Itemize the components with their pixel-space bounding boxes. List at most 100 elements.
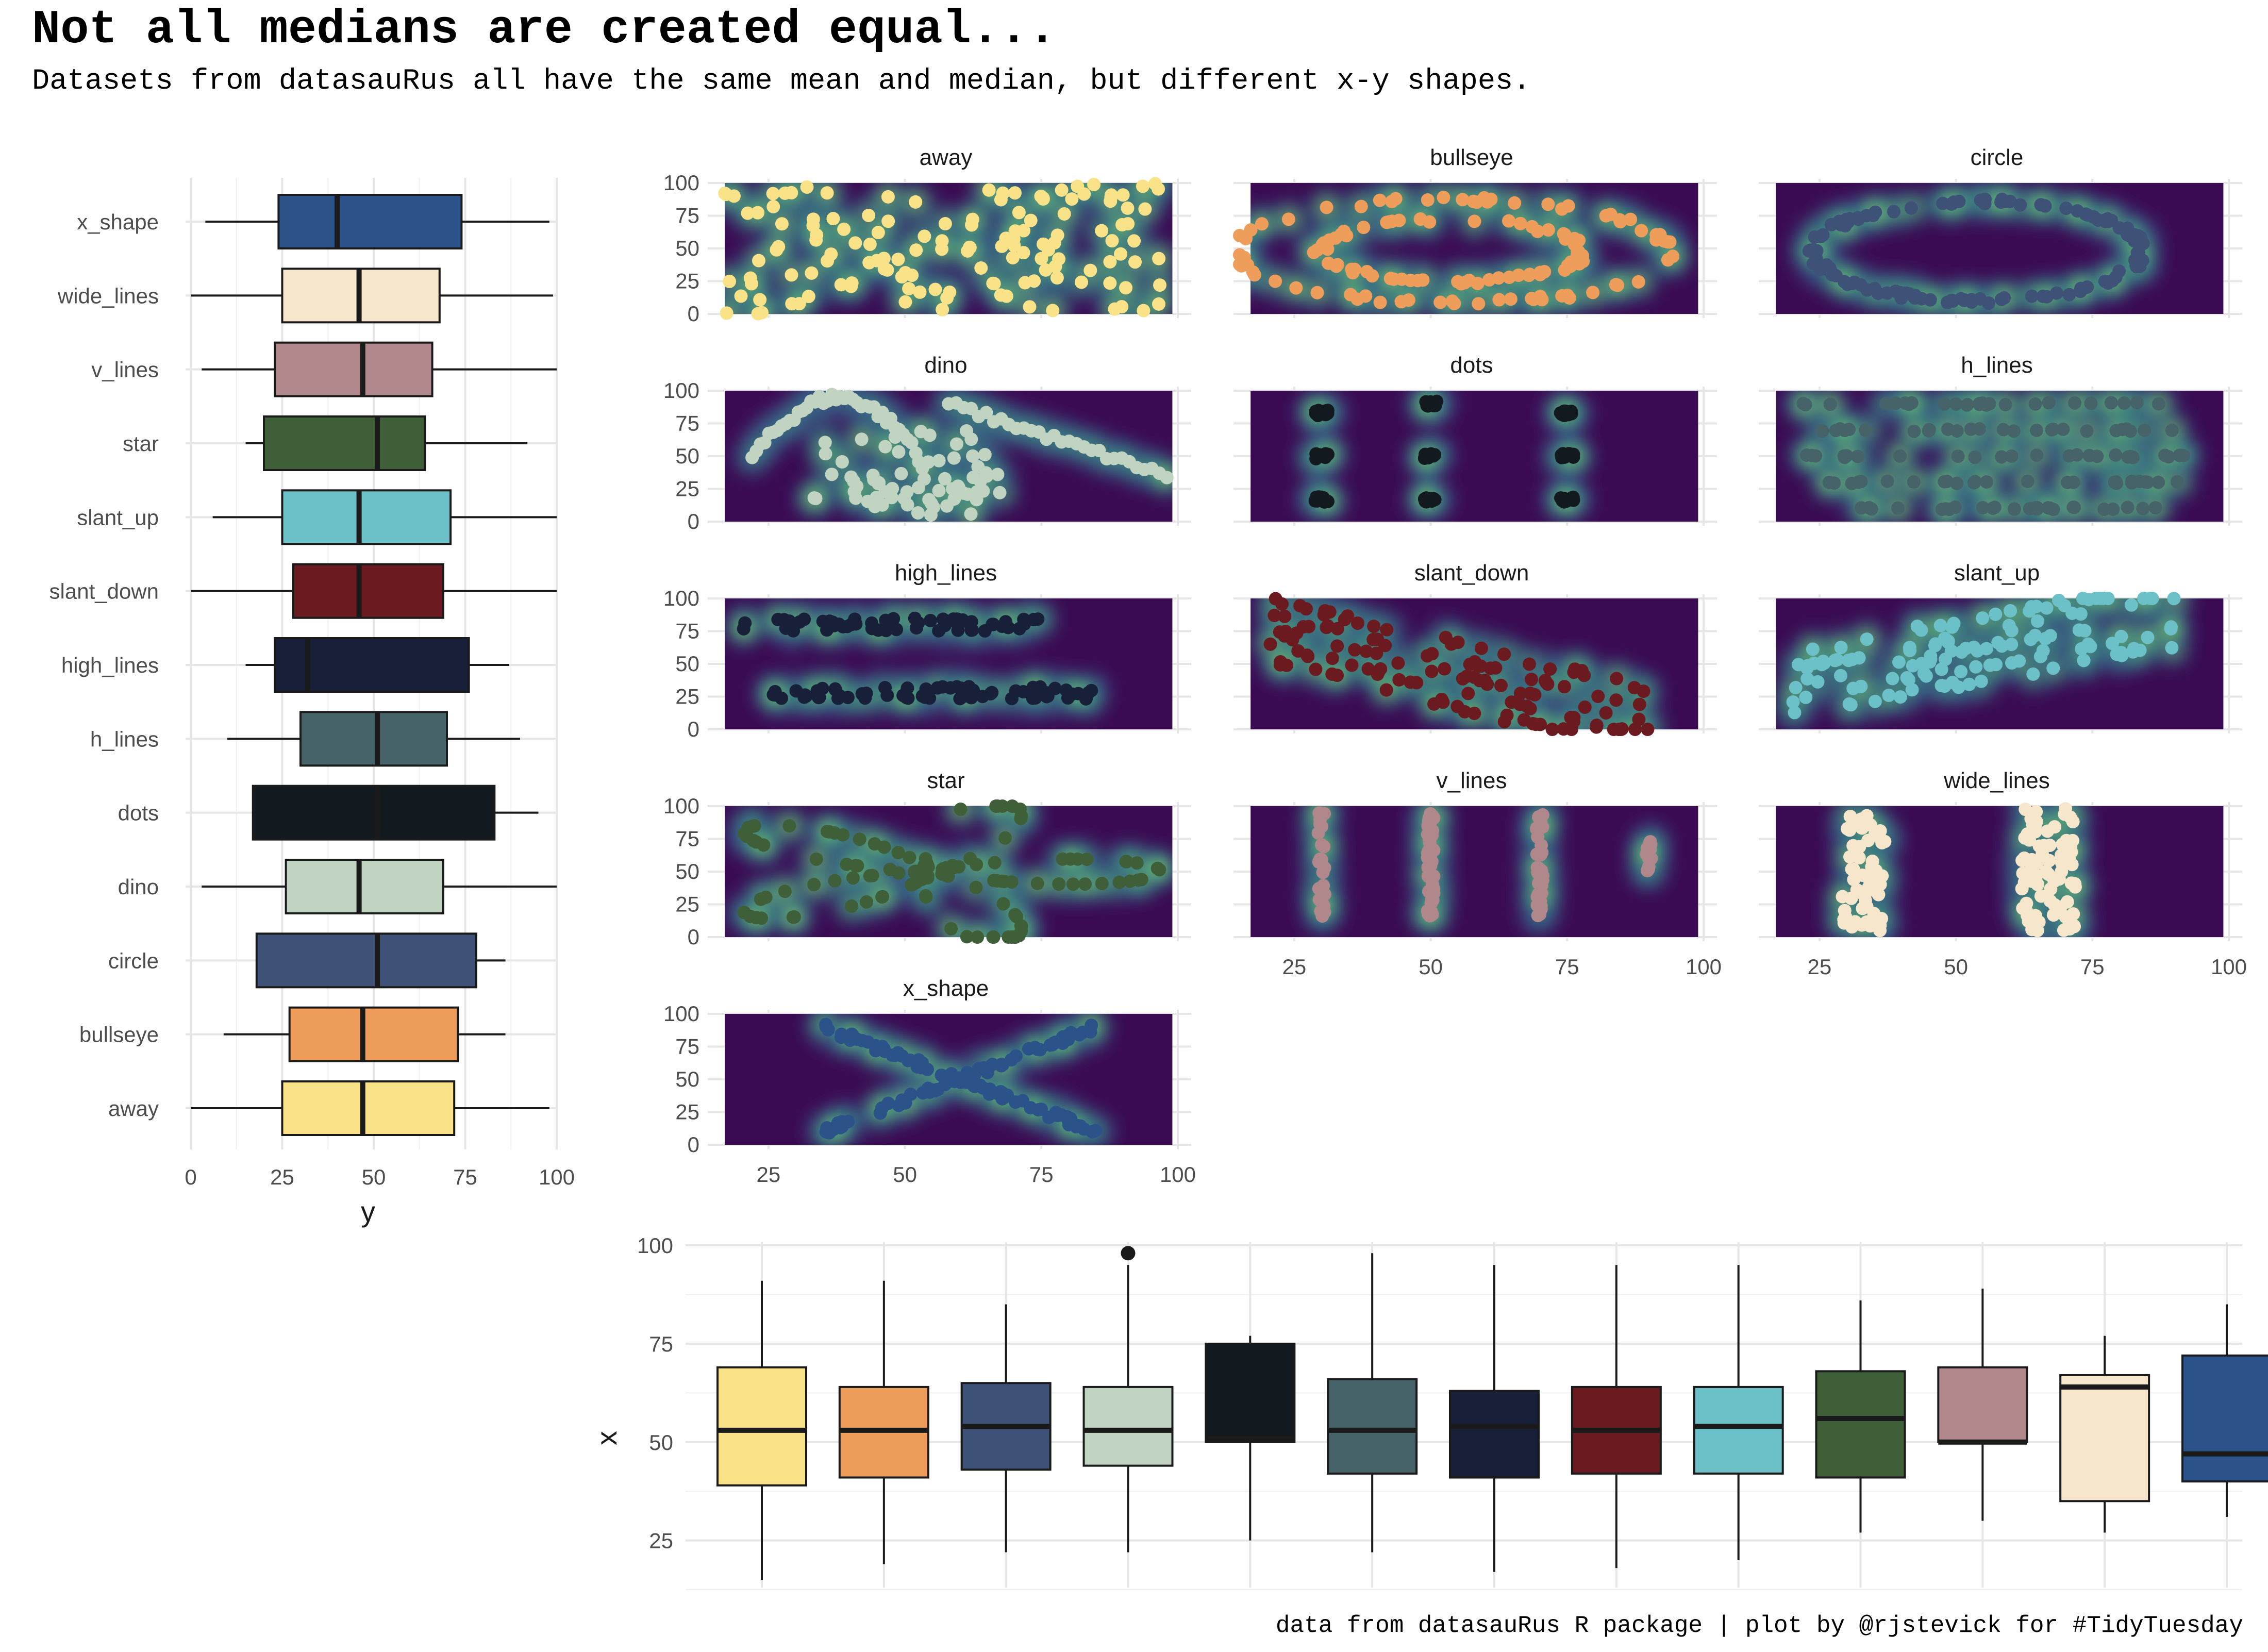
scatter-point — [819, 1017, 833, 1031]
scatter-point — [1566, 450, 1580, 464]
scatter-point — [2136, 502, 2150, 515]
scatter-point — [1586, 286, 1600, 299]
scatter-point — [1078, 877, 1092, 891]
scatter-point — [2067, 500, 2081, 514]
scatter-point — [847, 485, 861, 498]
x-tick-label: 25 — [757, 1162, 781, 1187]
scatter-point — [950, 680, 964, 694]
scatter-point — [1906, 659, 1920, 673]
x-tick-label: 25 — [1282, 955, 1307, 979]
scatter-point — [1009, 684, 1023, 698]
scatter-point — [1112, 875, 1126, 889]
scatter-point — [1023, 300, 1037, 314]
scatter-point — [885, 491, 898, 505]
box-x_shape — [277, 194, 463, 249]
scatter-point — [1945, 675, 1959, 689]
scatter-point — [1108, 302, 1122, 316]
scatter-point — [939, 861, 953, 875]
scatter-point — [2063, 922, 2077, 936]
scatter-point — [2078, 624, 2092, 638]
scatter-point — [1628, 723, 1642, 736]
scatter-point — [1994, 195, 2008, 209]
scatter-point — [1062, 1118, 1076, 1132]
scatter-point — [1008, 186, 1022, 200]
scatter-point — [881, 190, 895, 204]
scatter-point — [1635, 224, 1648, 238]
scatter-point — [2005, 638, 2019, 652]
scatter-point — [868, 837, 881, 851]
y-tick-label: star — [123, 431, 159, 456]
scatter-point — [1330, 639, 1344, 653]
y-tick-label: 50 — [675, 1067, 699, 1091]
scatter-point — [1845, 476, 1859, 490]
scatter-point — [897, 491, 911, 505]
scatter-point — [1357, 221, 1371, 235]
scatter-point — [1924, 652, 1938, 666]
scatter-point — [880, 688, 894, 702]
scatter-point — [1030, 1042, 1044, 1056]
scatter-point — [1269, 592, 1282, 606]
scatter-point — [2173, 448, 2187, 462]
scatter-point — [909, 243, 923, 257]
scatter-point — [1513, 216, 1527, 230]
scatter-point — [793, 615, 807, 629]
chart-title: Not all medians are created equal... — [32, 3, 1057, 57]
scatter-point — [2004, 604, 2017, 618]
scatter-point — [755, 306, 769, 320]
scatter-point — [1875, 869, 1889, 883]
scatter-point — [891, 253, 905, 266]
scatter-point — [999, 615, 1013, 629]
scatter-point — [970, 485, 984, 499]
scatter-point — [1016, 246, 1030, 260]
box-away — [281, 1080, 456, 1136]
scatter-point — [1371, 632, 1385, 646]
scatter-point — [1046, 304, 1060, 318]
scatter-point — [1543, 662, 1557, 676]
scatter-point — [1905, 396, 1919, 410]
scatter-point — [1666, 249, 1680, 263]
scatter-point — [1309, 405, 1323, 419]
scatter-point — [1822, 475, 1836, 489]
scatter-point — [1599, 209, 1613, 223]
scatter-point — [894, 466, 908, 480]
scatter-point — [1031, 612, 1045, 626]
scatter-point — [749, 911, 763, 925]
scatter-point — [1008, 908, 1022, 922]
scatter-point — [1115, 218, 1129, 232]
scatter-point — [2117, 396, 2131, 410]
scatter-point — [841, 691, 855, 705]
scatter-point — [881, 214, 895, 228]
scatter-point — [1902, 673, 1915, 687]
x-tick-label: 50 — [1419, 955, 1443, 979]
x-tick-label: 0 — [185, 1165, 196, 1189]
scatter-point — [1404, 675, 1418, 689]
scatter-point — [947, 492, 961, 506]
scatter-point — [828, 682, 842, 696]
scatter-point — [921, 871, 935, 885]
scatter-point — [2030, 877, 2044, 891]
scatter-point — [2148, 501, 2162, 515]
scatter-point — [1438, 662, 1452, 676]
scatter-point — [858, 691, 872, 705]
scatter-point — [1880, 474, 1894, 488]
scatter-point — [2137, 592, 2151, 605]
scatter-point — [895, 1049, 909, 1063]
scatter-point — [1309, 452, 1323, 465]
scatter-point — [2064, 845, 2078, 859]
scatter-point — [1138, 202, 1152, 216]
scatter-point — [2080, 424, 2094, 438]
chart-caption: data from datasauRus R package | plot by… — [1276, 1612, 2243, 1639]
scatter-point — [1348, 643, 1362, 657]
y-tick-label: 50 — [675, 444, 699, 468]
scatter-point — [1904, 201, 1918, 215]
scatter-point — [1982, 296, 1996, 310]
scatter-point — [968, 1079, 981, 1093]
scatter-point — [1560, 288, 1574, 302]
scatter-point — [1949, 397, 1963, 411]
scatter-point — [994, 1058, 1008, 1072]
scatter-point — [1420, 398, 1434, 412]
scatter-point — [1056, 1036, 1070, 1050]
scatter-point — [1533, 848, 1547, 862]
scatter-point — [2131, 245, 2145, 259]
density-blobs — [1292, 391, 1596, 522]
